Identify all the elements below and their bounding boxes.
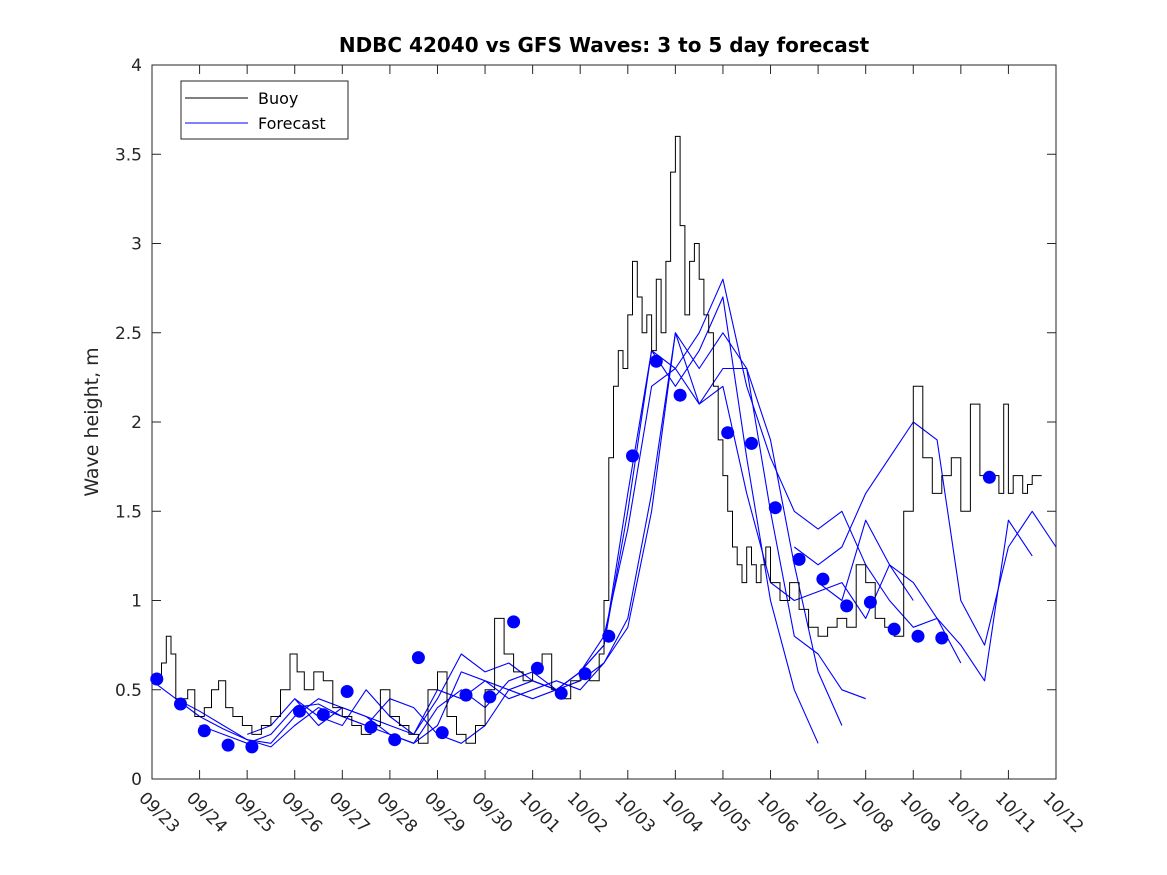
y-tick-label: 1.5 [115, 502, 142, 522]
forecast-point [364, 720, 378, 734]
legend: Buoy Forecast [180, 80, 349, 140]
buoy-line [152, 135, 1042, 744]
forecast-point [483, 690, 497, 704]
plot-area [151, 64, 1057, 780]
forecast-point [578, 667, 592, 681]
forecast-point [673, 388, 687, 402]
y-tick-label: 1 [131, 592, 142, 612]
forecast-point [530, 661, 544, 675]
legend-box [180, 80, 349, 140]
forecast-point [887, 622, 901, 636]
forecast-point [245, 740, 259, 754]
forecast-point [792, 552, 806, 566]
forecast-point [507, 615, 521, 629]
forecast-point [221, 738, 235, 752]
forecast-point [768, 501, 782, 515]
forecast-point [197, 724, 211, 738]
y-axis-ticks: 0 0.5 1 1.5 2 2.5 3 3.5 4 [115, 56, 1056, 790]
forecast-point [816, 572, 830, 586]
legend-forecast-label: Forecast [258, 114, 326, 133]
y-tick-label: 2.5 [115, 324, 142, 344]
forecast-point [150, 672, 164, 686]
forecast-point [721, 426, 735, 440]
forecast-point [840, 599, 854, 613]
forecast-point [911, 629, 925, 643]
forecast-point [649, 354, 663, 368]
forecast-line [817, 519, 1033, 682]
forecast-point [745, 436, 758, 450]
legend-buoy-label: Buoy [258, 89, 298, 108]
forecast-point [174, 697, 187, 711]
forecast-point [411, 651, 425, 665]
forecast-point [602, 629, 616, 643]
forecast-point [554, 686, 568, 700]
forecast-point [293, 704, 306, 718]
y-tick-label: 4 [131, 56, 142, 76]
forecast-point [982, 470, 996, 484]
forecast-points [150, 354, 996, 754]
forecast-point [459, 688, 473, 702]
y-axis-label: Wave height, m [81, 347, 103, 496]
forecast-line [793, 421, 1057, 646]
y-tick-label: 0.5 [115, 681, 142, 701]
y-tick-label: 2 [131, 413, 142, 433]
forecast-point [340, 685, 354, 698]
forecast-point [626, 449, 639, 463]
y-tick-label: 3 [131, 235, 142, 255]
buoy-line-group [152, 135, 1042, 744]
forecast-point [388, 733, 402, 747]
y-tick-label: 3.5 [115, 145, 142, 165]
forecast-line [175, 332, 843, 748]
forecast-point [863, 595, 877, 609]
forecast-point [435, 726, 449, 740]
forecast-point [316, 708, 330, 722]
y-tick-label: 0 [131, 770, 142, 790]
forecast-point [935, 631, 949, 645]
chart-title: NDBC 42040 vs GFS Waves: 3 to 5 day fore… [339, 33, 870, 57]
